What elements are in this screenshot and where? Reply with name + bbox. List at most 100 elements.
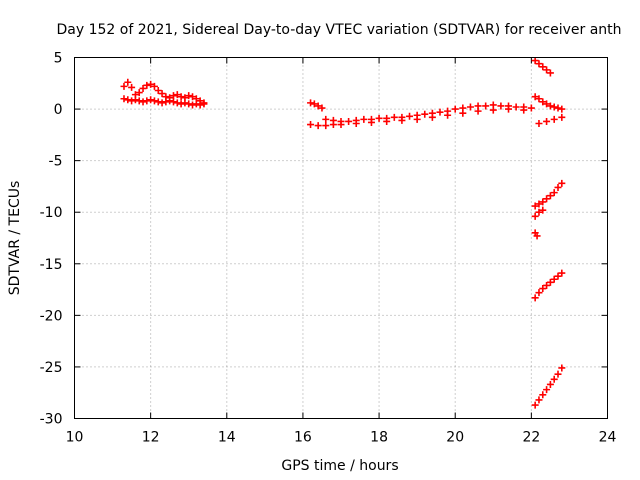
y-axis-label: SDTVAR / TECUs <box>7 181 23 296</box>
data-point <box>543 100 551 108</box>
data-point <box>314 122 322 130</box>
data-point <box>310 100 318 108</box>
data-point <box>558 269 566 277</box>
data-point <box>554 272 562 280</box>
y-tick-label: -10 <box>40 205 63 221</box>
data-point <box>535 396 543 404</box>
data-point <box>539 285 547 293</box>
series-segment-7 <box>531 269 566 302</box>
data-point <box>139 98 147 106</box>
data-point <box>169 92 177 100</box>
data-point <box>360 115 368 123</box>
data-point <box>329 121 337 129</box>
data-point <box>546 69 554 77</box>
x-tick-label: 20 <box>446 430 464 446</box>
data-point <box>318 104 326 112</box>
data-point <box>185 100 193 108</box>
data-point <box>158 99 166 107</box>
data-point <box>531 57 539 65</box>
data-point <box>189 101 197 109</box>
data-point <box>158 90 166 98</box>
data-point <box>533 232 541 240</box>
data-point <box>550 103 558 111</box>
data-point <box>531 212 539 220</box>
data-point <box>558 105 566 113</box>
data-point <box>169 98 177 106</box>
data-point <box>474 107 482 115</box>
data-point <box>150 82 158 90</box>
plot-frame <box>74 57 608 419</box>
data-point <box>367 118 375 126</box>
data-point <box>337 121 345 129</box>
data-point <box>535 95 543 103</box>
data-point <box>200 100 208 108</box>
y-tick-label: 5 <box>54 51 63 67</box>
data-point <box>314 102 322 110</box>
data-point <box>512 103 520 111</box>
data-point <box>166 97 174 105</box>
data-point <box>558 179 566 187</box>
data-point <box>539 63 547 71</box>
data-point <box>406 112 414 120</box>
data-point <box>135 97 143 105</box>
y-tick-label: -30 <box>40 412 63 428</box>
series-segment-3 <box>531 57 554 77</box>
data-point <box>497 102 505 110</box>
data-point <box>535 289 543 297</box>
data-point <box>120 82 128 90</box>
x-tick-label: 10 <box>66 430 84 446</box>
data-point <box>177 100 185 108</box>
data-point <box>482 102 490 110</box>
data-point <box>444 111 452 119</box>
data-point <box>546 380 554 388</box>
data-point <box>150 97 158 105</box>
data-point <box>375 114 383 122</box>
data-point <box>550 115 558 123</box>
data-point <box>421 110 429 118</box>
data-point <box>428 113 436 121</box>
series-segment-5 <box>531 179 566 220</box>
data-point <box>352 120 360 128</box>
x-tick-label: 18 <box>370 430 388 446</box>
x-tick-label: 12 <box>142 430 160 446</box>
data-point <box>128 97 136 105</box>
data-point <box>531 401 539 409</box>
data-point <box>192 100 200 108</box>
data-point <box>345 117 353 125</box>
data-point <box>459 109 467 117</box>
data-point <box>173 99 181 107</box>
x-tick-label: 22 <box>522 430 540 446</box>
data-point <box>124 96 132 104</box>
data-point <box>383 117 391 125</box>
data-point <box>543 66 551 74</box>
data-point <box>162 98 170 106</box>
y-tick-label: -15 <box>40 257 63 273</box>
y-tick-label: 0 <box>54 102 63 118</box>
data-point <box>535 208 543 216</box>
grid-layer <box>74 57 608 419</box>
data-point <box>143 97 151 105</box>
data-point <box>527 104 535 112</box>
data-point <box>466 103 474 111</box>
data-point <box>451 105 459 113</box>
data-point <box>531 294 539 302</box>
series-segment-8 <box>531 364 566 409</box>
data-point <box>154 98 162 106</box>
x-tick-label: 16 <box>294 430 312 446</box>
data-point <box>124 78 132 86</box>
data-point <box>543 195 551 203</box>
data-point <box>550 375 558 383</box>
data-point <box>546 278 554 286</box>
data-point <box>120 95 128 103</box>
data-point <box>546 192 554 200</box>
data-point <box>436 108 444 116</box>
data-point <box>535 120 543 128</box>
x-tick-label: 24 <box>599 430 617 446</box>
data-point <box>531 202 539 210</box>
data-point <box>554 183 562 191</box>
series-segment-1 <box>120 78 208 109</box>
data-point <box>539 98 547 106</box>
data-point <box>322 115 330 123</box>
data-point <box>307 99 315 107</box>
